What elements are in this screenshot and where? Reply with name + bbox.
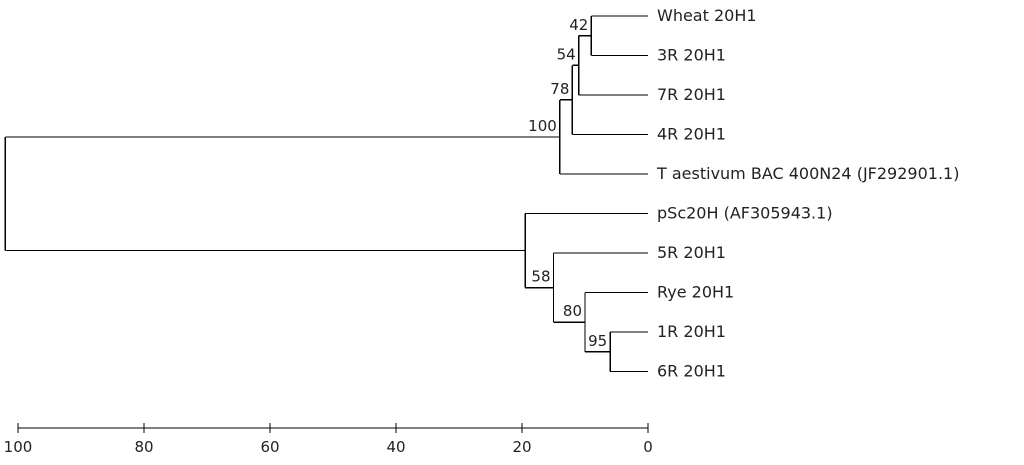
bootstrap-n100: 100	[528, 117, 557, 135]
axis-tick-label-0: 0	[643, 438, 653, 456]
leaf-label-wheat-20h1: Wheat 20H1	[657, 6, 757, 25]
bootstrap-n54: 54	[557, 45, 576, 63]
axis-tick-label-20: 20	[512, 438, 531, 456]
leaf-label-rye-20h1: Rye 20H1	[657, 283, 734, 302]
leaf-label-7r-20h1: 7R 20H1	[657, 85, 726, 104]
leaf-label-4r-20h1: 4R 20H1	[657, 125, 726, 144]
tree-branches	[4, 15, 648, 373]
bootstrap-n95: 95	[588, 332, 607, 350]
leaf-label-1r-20h1: 1R 20H1	[657, 322, 726, 341]
bootstrap-labels: 42 54 78 100 95 80 58	[528, 16, 607, 350]
axis-tick-label-60: 60	[260, 438, 279, 456]
bootstrap-n58: 58	[531, 268, 550, 286]
leaf-labels: Wheat 20H1 3R 20H1 7R 20H1 4R 20H1 T aestivu…	[656, 6, 959, 381]
leaf-label-3r-20h1: 3R 20H1	[657, 46, 726, 65]
leaf-label-6r-20h1: 6R 20H1	[657, 362, 726, 381]
leaf-label-t-aestivum-bac-400n24-jf292901-1: T aestivum BAC 400N24 (JF292901.1)	[656, 164, 959, 183]
axis-tick-label-80: 80	[134, 438, 153, 456]
leaf-label-psc20h-af305943-1: pSc20H (AF305943.1)	[657, 204, 833, 223]
bootstrap-n42: 42	[569, 16, 588, 34]
leaf-label-5r-20h1: 5R 20H1	[657, 243, 726, 262]
axis-tick-label-40: 40	[386, 438, 405, 456]
axis-tick-label-100: 100	[4, 438, 33, 456]
bootstrap-n78: 78	[550, 80, 569, 98]
bootstrap-n80: 80	[563, 302, 582, 320]
scale-axis: 100 80 60 40 20 0	[4, 423, 653, 456]
